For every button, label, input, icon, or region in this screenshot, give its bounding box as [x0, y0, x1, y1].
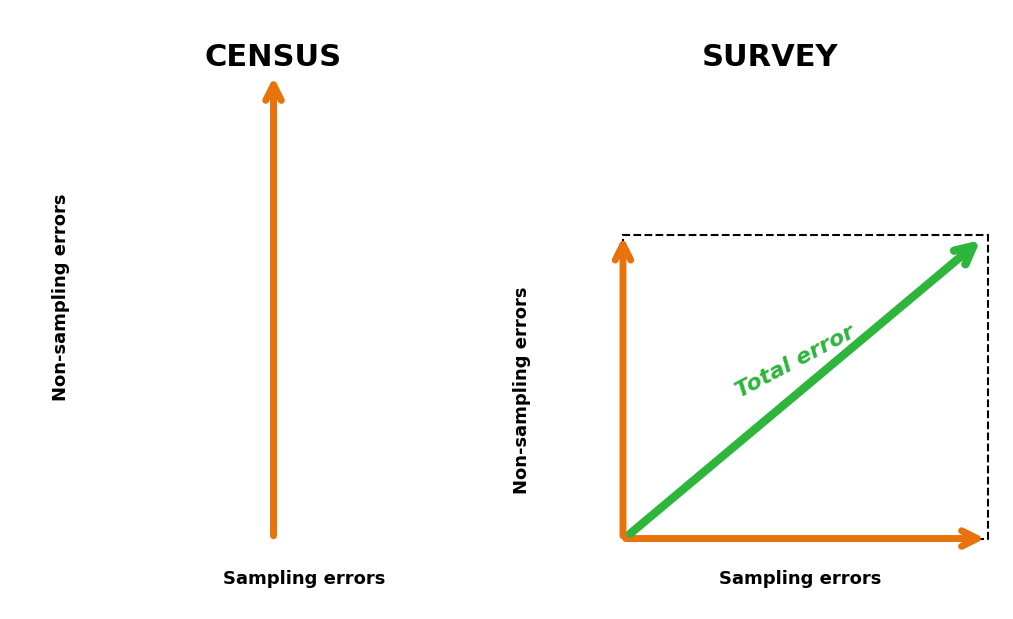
Text: CENSUS: CENSUS [205, 43, 342, 72]
Text: Total error: Total error [732, 322, 858, 402]
Text: SURVEY: SURVEY [702, 43, 838, 72]
Text: Sampling errors: Sampling errors [719, 570, 881, 588]
Text: Non-sampling errors: Non-sampling errors [52, 193, 70, 401]
Text: Non-sampling errors: Non-sampling errors [513, 286, 531, 494]
Text: Sampling errors: Sampling errors [223, 570, 385, 588]
Bar [623, 235, 988, 539]
